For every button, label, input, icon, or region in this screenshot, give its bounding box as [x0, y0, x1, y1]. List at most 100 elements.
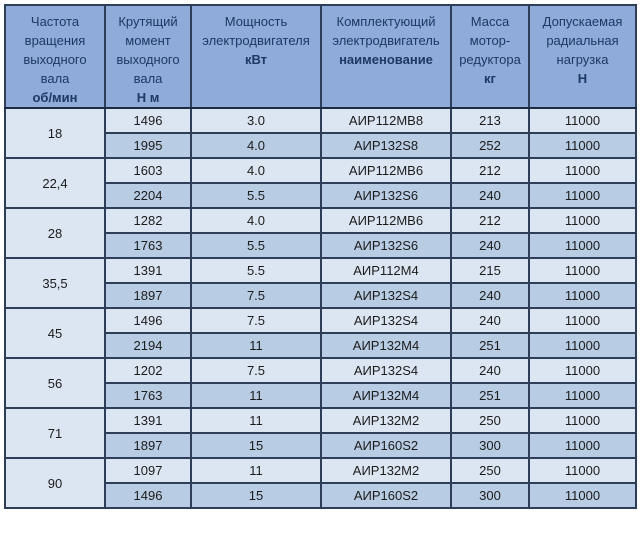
- cell-power: 4.0: [190, 157, 322, 184]
- table-body: 18 1496 3.0 АИР112МВ8 213 11000 1995 4.0…: [4, 107, 637, 509]
- column-header-torque: Крутящий момент выходного вала Н м: [104, 4, 192, 109]
- column-title: Частота вращения выходного вала: [23, 14, 87, 86]
- cell-motor: АИР132S6: [320, 232, 452, 259]
- cell-torque: 2194: [104, 332, 192, 359]
- table-row: 2194 11 АИР132М4 251 11000: [5, 332, 637, 359]
- column-header-rpm: Частота вращения выходного вала об/мин: [4, 4, 106, 109]
- table-row: 18 1496 3.0 АИР112МВ8 213 11000: [4, 107, 637, 159]
- cell-torque: 1603: [104, 157, 192, 184]
- column-header-mass: Масса мотор-редуктора кг: [450, 4, 530, 109]
- cell-power: 7.5: [190, 307, 322, 334]
- cell-torque: 1897: [104, 432, 192, 459]
- cell-torque: 1995: [104, 132, 192, 159]
- cell-radial-load: 11000: [528, 307, 637, 334]
- column-unit: кг: [484, 71, 496, 86]
- cell-radial-load: 11000: [528, 282, 637, 309]
- cell-power: 5.5: [190, 182, 322, 209]
- header-row: Частота вращения выходного вала об/мин К…: [4, 4, 637, 109]
- cell-radial-load: 11000: [528, 332, 637, 359]
- cell-torque: 1097: [104, 457, 192, 484]
- column-title: Масса мотор-редуктора: [459, 14, 521, 67]
- cell-rpm: 45: [4, 307, 106, 359]
- table-row: 1897 15 АИР160S2 300 11000: [5, 432, 637, 459]
- cell-torque: 1202: [104, 357, 192, 384]
- column-title: Комплектующий электродвигатель: [332, 14, 440, 48]
- cell-motor: АИР160S2: [320, 482, 452, 509]
- cell-motor: АИР132М2: [320, 457, 452, 484]
- table-row: 71 1391 11 АИР132М2 250 11000: [4, 407, 637, 459]
- cell-rpm: 22,4: [4, 157, 106, 209]
- cell-radial-load: 11000: [528, 457, 637, 484]
- column-header-motor: Комплектующий электродвигатель наименова…: [320, 4, 452, 109]
- column-unit: кВт: [244, 52, 268, 67]
- table-row: 1897 7.5 АИР132S4 240 11000: [5, 282, 637, 309]
- cell-motor: АИР160S2: [320, 432, 452, 459]
- cell-power: 15: [190, 482, 322, 509]
- column-header-power: Мощность электродвигателя кВт: [190, 4, 322, 109]
- cell-mass: 300: [450, 432, 530, 459]
- cell-radial-load: 11000: [528, 207, 637, 234]
- column-header-radial-load: Допускаемая радиальная нагрузка Н: [528, 4, 637, 109]
- cell-power: 11: [190, 407, 322, 434]
- column-title: Крутящий момент выходного вала: [116, 14, 180, 86]
- cell-motor: АИР112МВ6: [320, 157, 452, 184]
- cell-mass: 300: [450, 482, 530, 509]
- cell-mass: 213: [450, 107, 530, 134]
- cell-rpm: 35,5: [4, 257, 106, 309]
- cell-motor: АИР132S8: [320, 132, 452, 159]
- column-title: Допускаемая радиальная нагрузка: [542, 14, 623, 67]
- column-unit: Н: [577, 71, 588, 86]
- cell-mass: 240: [450, 307, 530, 334]
- table-row: 1496 15 АИР160S2 300 11000: [5, 482, 637, 509]
- cell-mass: 240: [450, 357, 530, 384]
- cell-power: 5.5: [190, 232, 322, 259]
- page: Частота вращения выходного вала об/мин К…: [4, 4, 637, 509]
- cell-torque: 1763: [104, 232, 192, 259]
- cell-radial-load: 11000: [528, 432, 637, 459]
- table-row: 28 1282 4.0 АИР112МВ6 212 11000: [4, 207, 637, 259]
- cell-power: 5.5: [190, 257, 322, 284]
- table-row: 35,5 1391 5.5 АИР112М4 215 11000: [4, 257, 637, 309]
- cell-torque: 2204: [104, 182, 192, 209]
- cell-torque: 1496: [104, 107, 192, 134]
- table-row: 1763 11 АИР132М4 251 11000: [5, 382, 637, 409]
- cell-power: 11: [190, 382, 322, 409]
- table-row: 2204 5.5 АИР132S6 240 11000: [5, 182, 637, 209]
- cell-rpm: 56: [4, 357, 106, 409]
- column-unit: наименование: [339, 52, 433, 67]
- cell-motor: АИР112МВ6: [320, 207, 452, 234]
- cell-power: 7.5: [190, 357, 322, 384]
- cell-rpm: 90: [4, 457, 106, 509]
- cell-radial-load: 11000: [528, 382, 637, 409]
- table-row: 1763 5.5 АИР132S6 240 11000: [5, 232, 637, 259]
- cell-mass: 215: [450, 257, 530, 284]
- cell-motor: АИР132М4: [320, 382, 452, 409]
- cell-mass: 240: [450, 282, 530, 309]
- cell-power: 15: [190, 432, 322, 459]
- cell-torque: 1391: [104, 257, 192, 284]
- cell-radial-load: 11000: [528, 257, 637, 284]
- cell-torque: 1897: [104, 282, 192, 309]
- table-row: 90 1097 11 АИР132М2 250 11000: [4, 457, 637, 509]
- cell-mass: 240: [450, 182, 530, 209]
- cell-power: 4.0: [190, 132, 322, 159]
- cell-mass: 250: [450, 407, 530, 434]
- cell-radial-load: 11000: [528, 132, 637, 159]
- cell-radial-load: 11000: [528, 407, 637, 434]
- cell-radial-load: 11000: [528, 482, 637, 509]
- cell-motor: АИР132М4: [320, 332, 452, 359]
- cell-rpm: 28: [4, 207, 106, 259]
- cell-motor: АИР132S4: [320, 307, 452, 334]
- cell-power: 7.5: [190, 282, 322, 309]
- table-row: 56 1202 7.5 АИР132S4 240 11000: [4, 357, 637, 409]
- cell-motor: АИР112МВ8: [320, 107, 452, 134]
- cell-mass: 251: [450, 332, 530, 359]
- table-row: 22,4 1603 4.0 АИР112МВ6 212 11000: [4, 157, 637, 209]
- cell-power: 3.0: [190, 107, 322, 134]
- cell-power: 11: [190, 332, 322, 359]
- column-title: Мощность электродвигателя: [202, 14, 310, 48]
- cell-torque: 1282: [104, 207, 192, 234]
- cell-motor: АИР132S4: [320, 282, 452, 309]
- cell-torque: 1763: [104, 382, 192, 409]
- cell-mass: 252: [450, 132, 530, 159]
